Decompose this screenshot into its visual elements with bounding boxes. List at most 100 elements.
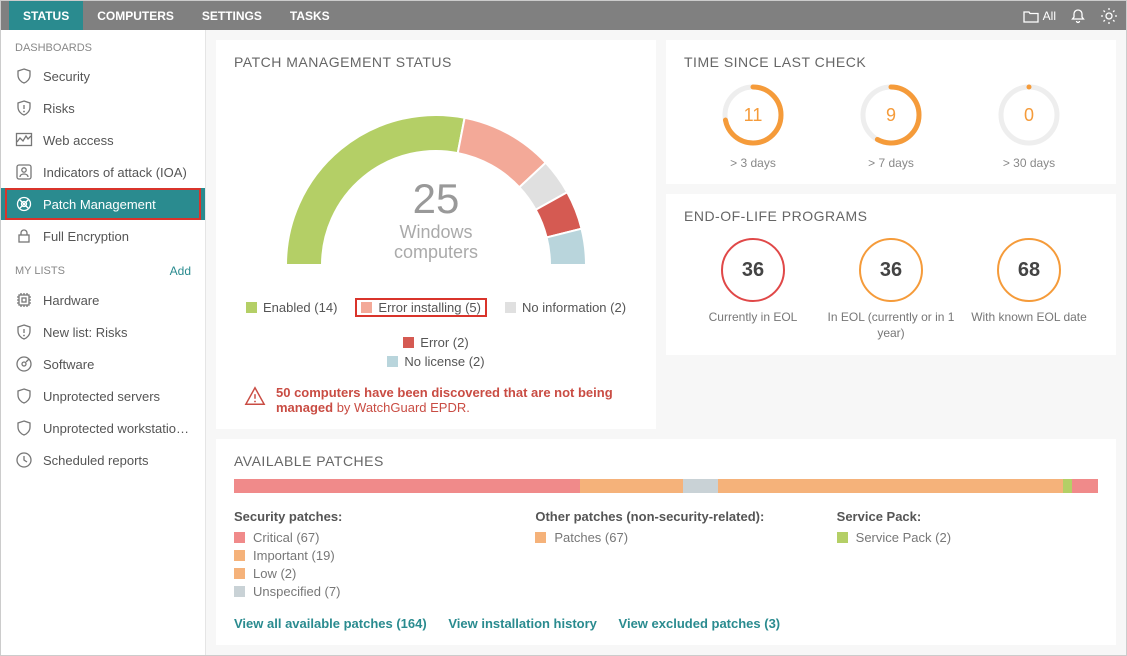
time-since-card: TIME SINCE LAST CHECK 11 > 3 days 9 > 7 … xyxy=(666,40,1116,184)
legend-enabled[interactable]: Enabled (14) xyxy=(246,298,337,317)
eol-value: 36 xyxy=(859,238,923,302)
sidebar-item-label: Web access xyxy=(43,133,114,148)
legend-text: No information (2) xyxy=(522,300,626,315)
main: PATCH MANAGEMENT STATUS 25 Windows compu… xyxy=(206,30,1126,655)
ring-value: 9 xyxy=(886,105,896,125)
sidebar-item-label: Security xyxy=(43,69,90,84)
ring-label: > 7 days xyxy=(856,156,926,170)
patch-item[interactable]: Important (19) xyxy=(234,548,495,563)
patch-swatch xyxy=(234,532,245,543)
alert-rest: by WatchGuard EPDR. xyxy=(333,400,470,415)
patch-label: Service Pack (2) xyxy=(856,530,951,545)
sidebar-item-scheduled-reports[interactable]: Scheduled reports xyxy=(1,444,205,476)
patch-label: Important (19) xyxy=(253,548,335,563)
legend-text: No license (2) xyxy=(404,354,484,369)
legend-swatch xyxy=(403,337,414,348)
sidebar-section-dashboards: DASHBOARDS xyxy=(1,30,205,60)
topbar-tabs: STATUSCOMPUTERSSETTINGSTASKS xyxy=(9,1,344,30)
shield-icon xyxy=(15,419,33,437)
legend-error[interactable]: Error (2) xyxy=(403,335,468,350)
tab-tasks[interactable]: TASKS xyxy=(276,1,344,30)
time-ring[interactable]: 11 > 3 days xyxy=(718,80,788,170)
bar-segment xyxy=(718,479,1064,493)
bar-segment xyxy=(1072,479,1098,493)
legend-error-installing[interactable]: Error installing (5) xyxy=(355,298,487,317)
patch-status-title: PATCH MANAGEMENT STATUS xyxy=(234,54,638,70)
time-since-title: TIME SINCE LAST CHECK xyxy=(684,54,1098,70)
sidebar: DASHBOARDS Security Risks Web access Indica… xyxy=(1,30,206,655)
eol-item[interactable]: 36In EOL (currently or in 1 year) xyxy=(826,238,956,341)
patch-item[interactable]: Service Pack (2) xyxy=(837,530,1098,545)
legend-text: Error (2) xyxy=(420,335,468,350)
time-ring[interactable]: 9 > 7 days xyxy=(856,80,926,170)
sidebar-item-label: Scheduled reports xyxy=(43,453,149,468)
warn-shield-icon xyxy=(15,323,33,341)
eol-label: With known EOL date xyxy=(964,310,1094,326)
tab-status[interactable]: STATUS xyxy=(9,1,83,30)
shield-icon xyxy=(15,67,33,85)
sidebar-item-unprotected-servers[interactable]: Unprotected servers xyxy=(1,380,205,412)
patch-swatch xyxy=(234,586,245,597)
tab-computers[interactable]: COMPUTERS xyxy=(83,1,188,30)
sidebar-item-label: Unprotected servers xyxy=(43,389,160,404)
gauge-value: 25 xyxy=(261,175,611,223)
patch-label: Critical (67) xyxy=(253,530,319,545)
security-patches-title: Security patches: xyxy=(234,509,495,524)
sidebar-item-risks[interactable]: Risks xyxy=(1,92,205,124)
ring-value: 11 xyxy=(744,105,763,125)
legend-no-information[interactable]: No information (2) xyxy=(505,298,626,317)
patch-links: View all available patches (164) View in… xyxy=(234,616,1098,631)
topbar-actions: All xyxy=(1023,7,1118,25)
shield-icon xyxy=(15,387,33,405)
tab-settings[interactable]: SETTINGS xyxy=(188,1,276,30)
warning-icon xyxy=(244,385,266,407)
sidebar-item-indicators-of-attack-ioa[interactable]: Indicators of attack (IOA) xyxy=(1,156,205,188)
settings-gear-icon[interactable] xyxy=(1100,7,1118,25)
bar-segment xyxy=(675,479,684,493)
gauge-label1: Windows xyxy=(261,223,611,243)
patch-label: Patches (67) xyxy=(554,530,628,545)
patch-status-card: PATCH MANAGEMENT STATUS 25 Windows compu… xyxy=(216,40,656,429)
patch-item[interactable]: Patches (67) xyxy=(535,530,796,545)
filter-all[interactable]: All xyxy=(1023,9,1056,23)
patch-item[interactable]: Unspecified (7) xyxy=(234,584,495,599)
sidebar-item-software[interactable]: Software xyxy=(1,348,205,380)
patch-icon xyxy=(15,195,33,213)
sidebar-item-security[interactable]: Security xyxy=(1,60,205,92)
eol-item[interactable]: 68With known EOL date xyxy=(964,238,1094,341)
folder-icon xyxy=(1023,9,1039,23)
sidebar-item-patch-management[interactable]: Patch Management xyxy=(1,188,205,220)
time-ring[interactable]: 0 > 30 days xyxy=(994,80,1064,170)
view-install-history-link[interactable]: View installation history xyxy=(448,616,597,631)
sidebar-item-new-list-risks[interactable]: New list: Risks xyxy=(1,316,205,348)
eol-title: END-OF-LIFE PROGRAMS xyxy=(684,208,1098,224)
notifications-icon[interactable] xyxy=(1070,8,1086,24)
service-pack-title: Service Pack: xyxy=(837,509,1098,524)
patch-item[interactable]: Low (2) xyxy=(234,566,495,581)
view-all-patches-link[interactable]: View all available patches (164) xyxy=(234,616,427,631)
legend-swatch xyxy=(361,302,372,313)
available-title: AVAILABLE PATCHES xyxy=(234,453,1098,469)
ring-value: 0 xyxy=(1024,105,1034,125)
sidebar-item-hardware[interactable]: Hardware xyxy=(1,284,205,316)
other-patches-title: Other patches (non-security-related): xyxy=(535,509,796,524)
patch-status-gauge: 25 Windows computers xyxy=(261,80,611,290)
disc-icon xyxy=(15,355,33,373)
patch-label: Unspecified (7) xyxy=(253,584,340,599)
service-pack-col: Service Pack: Service Pack (2) xyxy=(837,509,1098,602)
patch-item[interactable]: Critical (67) xyxy=(234,530,495,545)
sidebar-item-web-access[interactable]: Web access xyxy=(1,124,205,156)
unmanaged-alert: 50 computers have been discovered that a… xyxy=(234,385,638,415)
legend-no-license[interactable]: No license (2) xyxy=(387,354,484,369)
add-list-link[interactable]: Add xyxy=(170,264,191,278)
eol-item[interactable]: 36Currently in EOL xyxy=(688,238,818,341)
available-patches-card: AVAILABLE PATCHES Security patches: Crit… xyxy=(216,439,1116,645)
sidebar-item-label: Full Encryption xyxy=(43,229,129,244)
sidebar-item-label: Indicators of attack (IOA) xyxy=(43,165,187,180)
sidebar-item-full-encryption[interactable]: Full Encryption xyxy=(1,220,205,252)
sidebar-item-unprotected-workstations[interactable]: Unprotected workstations… xyxy=(1,412,205,444)
security-patches-col: Security patches: Critical (67) Important… xyxy=(234,509,495,602)
view-excluded-link[interactable]: View excluded patches (3) xyxy=(619,616,781,631)
eol-card: END-OF-LIFE PROGRAMS 36Currently in EOL3… xyxy=(666,194,1116,355)
patch-label: Low (2) xyxy=(253,566,296,581)
